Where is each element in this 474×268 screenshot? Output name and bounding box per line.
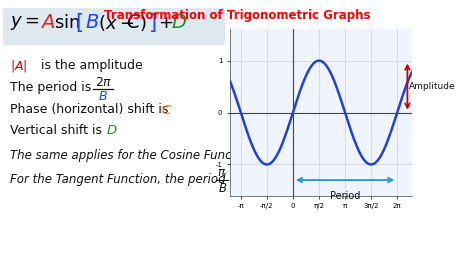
Text: Phase (horizontal) shift is: Phase (horizontal) shift is bbox=[10, 103, 168, 117]
Text: $|A|$: $|A|$ bbox=[10, 58, 27, 74]
Text: $\mathit{D}$: $\mathit{D}$ bbox=[106, 124, 118, 136]
Text: The same applies for the Cosine Function.: The same applies for the Cosine Function… bbox=[10, 150, 258, 162]
Text: $[$: $[$ bbox=[75, 12, 83, 35]
Text: $\mathrm{sin}$: $\mathrm{sin}$ bbox=[54, 14, 80, 32]
Text: $2\pi$: $2\pi$ bbox=[95, 76, 113, 90]
Text: $\mathit{B}$: $\mathit{B}$ bbox=[218, 181, 228, 195]
Text: $\mathit{A}$: $\mathit{A}$ bbox=[40, 13, 55, 32]
Text: The period is: The period is bbox=[10, 81, 91, 95]
Text: $)$: $)$ bbox=[139, 13, 146, 33]
FancyBboxPatch shape bbox=[3, 8, 225, 45]
Text: $\pi$: $\pi$ bbox=[217, 166, 226, 180]
Text: $\mathit{C}$: $\mathit{C}$ bbox=[161, 103, 172, 117]
Text: Period: Period bbox=[330, 192, 360, 202]
Text: $]$: $]$ bbox=[148, 12, 156, 35]
Text: $(\mathit{x}-$: $(\mathit{x}-$ bbox=[98, 13, 134, 33]
Text: $\mathit{B}$: $\mathit{B}$ bbox=[85, 13, 99, 32]
Text: Amplitude: Amplitude bbox=[410, 82, 456, 91]
Text: $\mathit{B}$: $\mathit{B}$ bbox=[98, 90, 108, 102]
Text: $\mathit{y} = $: $\mathit{y} = $ bbox=[10, 14, 40, 32]
Text: $+$: $+$ bbox=[158, 14, 173, 32]
Text: $\mathit{C}$: $\mathit{C}$ bbox=[126, 13, 142, 32]
Text: Vertical shift is: Vertical shift is bbox=[10, 124, 102, 136]
Text: Transformation of Trigonometric Graphs: Transformation of Trigonometric Graphs bbox=[104, 9, 370, 23]
Text: $\mathit{D}$: $\mathit{D}$ bbox=[171, 13, 187, 32]
Text: is the amplitude: is the amplitude bbox=[37, 59, 143, 73]
Text: For the Tangent Function, the period is: For the Tangent Function, the period is bbox=[10, 173, 239, 187]
